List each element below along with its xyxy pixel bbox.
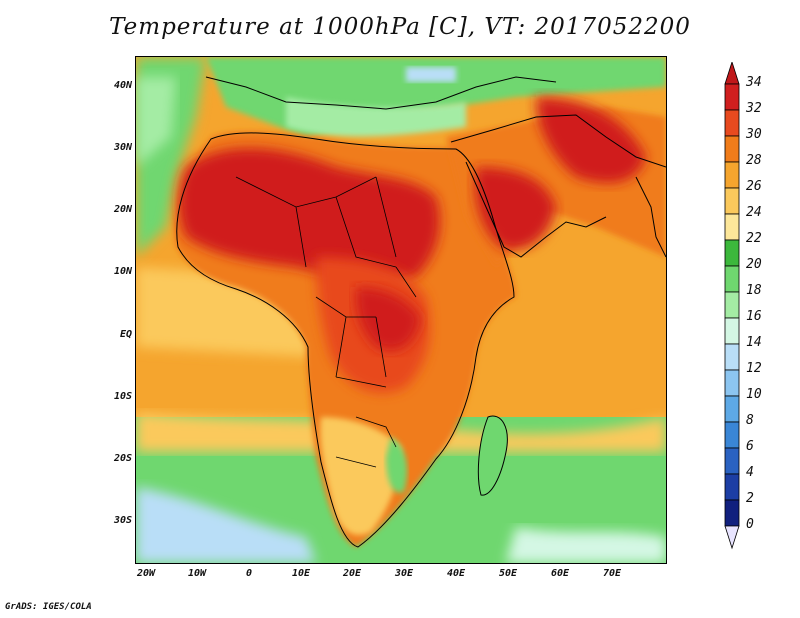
lon-label: 0 [245,568,253,579]
colorbar-segment [724,447,740,475]
atlantic-cool [136,77,176,167]
colorbar-level-label: 6 [746,439,754,454]
colorbar-level-label: 4 [746,465,754,480]
colorbar-level-label: 16 [746,309,762,324]
southern-africa-green [386,437,408,493]
mediterranean [286,97,466,137]
map-title: Temperature at 1000hPa [C], VT: 20170522… [109,14,691,40]
colorbar-level-label: 10 [746,387,762,402]
lon-label: 20E [342,568,362,579]
map-plot [135,56,667,564]
colorbar-level-label: 14 [746,335,762,350]
lon-label: 40E [446,568,466,579]
colorbar-segment [724,109,740,137]
colorbar-level-label: 18 [746,283,762,298]
lat-label: 40N [113,80,132,91]
colorbar-segment [724,317,740,345]
colorbar-segment [724,187,740,215]
southern-africa [320,417,401,536]
lat-label: 20S [113,453,132,464]
colorbar-level-label: 26 [746,179,762,194]
lat-label: 10N [113,266,132,277]
black-sea [406,67,456,82]
lat-label: 30S [113,515,132,526]
colorbar-level-label: 24 [746,205,762,220]
lon-label: 20W [136,568,156,579]
colorbar-level-label: 30 [746,127,762,142]
colorbar-segment [724,395,740,423]
colorbar-segment [724,499,740,527]
colorbar-level-label: 34 [746,75,762,90]
colorbar-bottom-arrow [724,525,740,550]
lat-label: EQ [119,329,132,340]
colorbar-segment [724,473,740,501]
iran-hot [536,97,646,183]
colorbar-segment [724,421,740,449]
india-coastline [635,176,666,258]
country-borders [235,176,417,468]
europe-coastline [205,76,557,110]
ocean-band-cool-east [506,527,666,563]
lon-label: 60E [550,568,570,579]
colorbar-level-label: 12 [746,361,762,376]
colorbar-level-label: 32 [746,101,762,116]
lat-label: 20N [113,204,132,215]
lat-label: 10S [113,391,132,402]
colorbar-level-label: 28 [746,153,762,168]
colorbar-segment [724,135,740,163]
lon-label: 70E [602,568,622,579]
colorbar-segment [724,239,740,267]
africa-coastline [176,132,515,548]
colorbar-top-arrow [724,62,740,85]
colorbar-segment [724,161,740,189]
colorbar-level-label: 0 [746,517,754,532]
credit-text: GrADS: IGES/COLA [5,602,92,612]
arabia-coastline [450,114,666,258]
colorbar-segment [724,265,740,293]
colorbar-level-label: 2 [746,491,754,506]
colorbar-segment [724,213,740,241]
lon-label: 10E [291,568,311,579]
ocean-band-cool [136,487,316,563]
colorbar-level-label: 22 [746,231,762,246]
colorbar-segment [724,83,740,111]
colorbar-segment [724,343,740,371]
east-africa-hot [355,287,421,351]
madagascar [477,415,508,496]
colorbar-segment [724,369,740,397]
arabia-hot [474,167,556,250]
lon-label: 10W [187,568,207,579]
lon-label: 30E [394,568,414,579]
lon-label: 50E [498,568,518,579]
colorbar [724,62,740,550]
colorbar-level-label: 20 [746,257,762,272]
lat-label: 30N [113,142,132,153]
colorbar-segment [724,291,740,319]
colorbar-level-label: 8 [746,413,754,428]
